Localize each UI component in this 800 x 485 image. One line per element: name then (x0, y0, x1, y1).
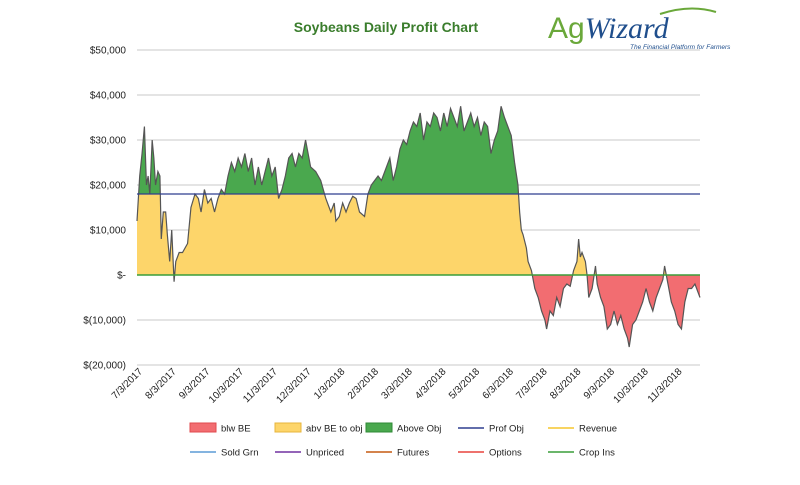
y-tick-label: $(10,000) (83, 316, 126, 327)
x-tick-label: 4/3/2018 (413, 366, 449, 402)
x-tick-label: 11/3/2018 (646, 366, 685, 405)
legend-label: blw BE (221, 424, 251, 435)
logo-swoosh-icon (659, 7, 717, 15)
legend-label: Sold Grn (221, 448, 259, 459)
y-tick-label: $- (117, 271, 126, 282)
x-tick-label: 10/3/2017 (207, 366, 247, 406)
legend-item: blw BE (189, 422, 251, 435)
legend-item: Prof Obj (458, 424, 524, 435)
logo: AgWizard The Financial Platform for Farm… (548, 7, 731, 51)
legend-label: Crop Ins (579, 448, 615, 459)
below-breakeven-area (137, 275, 700, 347)
logo-ag-text: Ag (548, 12, 585, 45)
legend-swatch (274, 422, 302, 433)
legend-item: Crop Ins (548, 448, 615, 459)
above-objective-area (137, 106, 700, 194)
legend-item: Unpriced (275, 448, 344, 459)
legend-item: Options (458, 448, 522, 459)
logo-wizard-text: Wizard (585, 12, 670, 45)
y-axis-ticks: $50,000 $40,000 $30,000 $20,000 $10,000 $- $(1… (83, 46, 126, 372)
x-axis-ticks: 7/3/20178/3/20179/3/201710/3/201711/3/20… (110, 366, 685, 406)
legend-item: Futures (366, 448, 429, 459)
legend-label: Prof Obj (489, 424, 524, 435)
chart-title: Soybeans Daily Profit Chart (294, 19, 479, 35)
legend-label: abv BE to obj (306, 424, 363, 435)
y-tick-label: $50,000 (90, 46, 127, 57)
profit-line (136, 106, 701, 348)
above-be-to-objective-area (137, 194, 700, 275)
svg-text:AgWizard: AgWizard (548, 12, 670, 45)
x-tick-label: 6/3/2018 (481, 366, 517, 402)
legend-label: Unpriced (306, 448, 344, 459)
x-tick-label: 8/3/2017 (144, 366, 180, 402)
y-tick-label: $40,000 (90, 91, 127, 102)
x-tick-label: 1/3/2018 (312, 366, 348, 402)
y-tick-label: $30,000 (90, 136, 127, 147)
legend: blw BE abv BE to obj Above Obj Prof Obj Reve… (189, 422, 617, 459)
legend-item: Sold Grn (190, 448, 259, 459)
x-tick-label: 10/3/2018 (612, 366, 652, 406)
legend-item: abv BE to obj (274, 422, 363, 435)
x-tick-label: 12/3/2017 (274, 366, 314, 406)
profit-areas (137, 106, 700, 347)
legend-label: Above Obj (397, 424, 441, 435)
legend-label: Options (489, 448, 522, 459)
x-tick-label: 2/3/2018 (346, 366, 382, 402)
logo-tagline: The Financial Platform for Farmers (630, 44, 731, 51)
legend-item: Revenue (548, 424, 617, 435)
y-tick-label: $10,000 (90, 226, 127, 237)
x-tick-label: 7/3/2018 (514, 366, 550, 402)
y-tick-label: $20,000 (90, 181, 127, 192)
legend-label: Futures (397, 448, 429, 459)
x-tick-label: 3/3/2018 (380, 366, 416, 402)
legend-swatch (189, 422, 217, 433)
legend-swatch (365, 422, 393, 433)
x-tick-label: 5/3/2018 (447, 366, 483, 402)
y-tick-label: $(20,000) (83, 361, 126, 372)
x-tick-label: 8/3/2018 (548, 366, 584, 402)
reference-lines (136, 106, 701, 348)
legend-item: Above Obj (365, 422, 441, 435)
legend-label: Revenue (579, 424, 617, 435)
x-tick-label: 11/3/2017 (241, 366, 280, 405)
